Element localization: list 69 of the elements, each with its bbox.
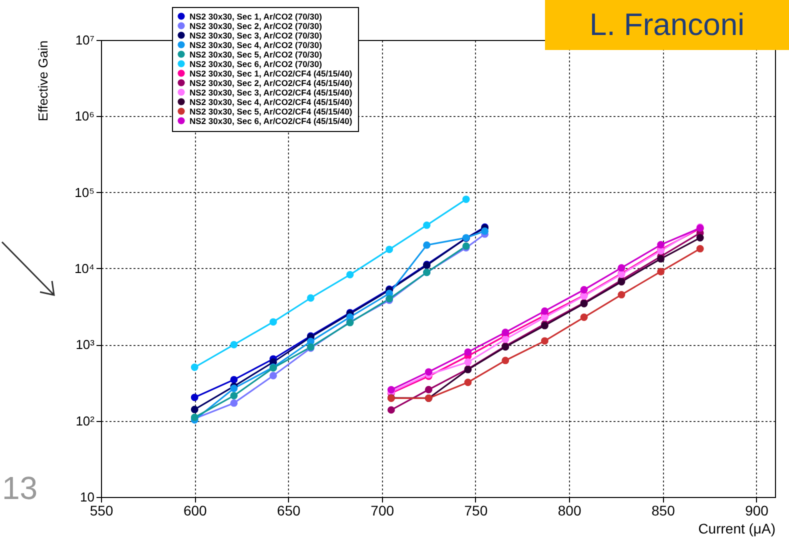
point xyxy=(657,255,664,263)
legend-label: NS2 30x30, Sec 2, Ar/CO2 (70/30) xyxy=(190,20,322,31)
point xyxy=(270,372,277,380)
x-tick-label: 700 xyxy=(370,502,394,518)
y-tick-label: 10² xyxy=(76,413,96,428)
legend-label: NS2 30x30, Sec 4, Ar/CO2/CF4 (45/15/40) xyxy=(190,96,352,107)
point xyxy=(541,337,548,345)
point xyxy=(464,378,472,386)
y-tick-label: 10⁶ xyxy=(74,108,94,124)
point xyxy=(387,406,395,414)
point xyxy=(230,376,238,384)
point xyxy=(502,328,510,336)
point xyxy=(190,406,198,414)
point xyxy=(386,246,394,254)
x-tick-label: 800 xyxy=(558,502,582,518)
y-tick-label: 10⁵ xyxy=(74,184,94,200)
point xyxy=(424,386,432,394)
point xyxy=(502,335,510,343)
point xyxy=(190,394,198,402)
x-tick-label: 650 xyxy=(277,502,301,518)
y-tick-label: 10⁷ xyxy=(75,32,95,48)
point xyxy=(424,368,432,376)
point xyxy=(462,196,470,204)
point xyxy=(423,222,430,229)
point xyxy=(230,384,238,392)
point xyxy=(657,241,664,248)
y-tick-label: 10 xyxy=(80,490,94,504)
legend-label: NS2 30x30, Sec 2, Ar/CO2/CF4 (45/15/40) xyxy=(190,78,352,88)
point xyxy=(190,364,198,371)
point xyxy=(481,227,489,235)
point xyxy=(618,290,626,298)
legend-label: NS2 30x30, Sec 3, Ar/CO2 (70/30) xyxy=(190,30,322,40)
x-tick-label: 850 xyxy=(651,502,676,518)
annotation: L. Franconi xyxy=(545,0,789,50)
legend-label: NS2 30x30, Sec 5, Ar/CO2/CF4 (45/15/40) xyxy=(190,106,352,116)
point xyxy=(306,294,314,302)
point xyxy=(423,241,430,249)
x-tick-label: 550 xyxy=(90,502,114,518)
legend-label: NS2 30x30, Sec 1, Ar/CO2 (70/30) xyxy=(190,11,322,22)
y-tick-label: 10⁴ xyxy=(74,261,94,276)
point xyxy=(346,270,354,278)
point xyxy=(230,392,238,400)
point xyxy=(230,399,238,407)
x-tick-label: 900 xyxy=(745,502,769,518)
point xyxy=(502,356,510,364)
x-axis-title: Current (μA) xyxy=(698,520,776,536)
point xyxy=(657,268,664,276)
point xyxy=(464,348,472,356)
point xyxy=(696,234,704,242)
point xyxy=(580,314,588,321)
legend-label: NS2 30x30, Sec 6, Ar/CO2/CF4 (45/15/40) xyxy=(190,116,352,126)
legend-label: NS2 30x30, Sec 5, Ar/CO2 (70/30) xyxy=(190,49,322,60)
y-axis-title: Effective Gain xyxy=(35,40,50,122)
point xyxy=(230,340,238,348)
point xyxy=(270,318,277,326)
x-tick-label: 600 xyxy=(183,502,208,518)
legend-label: NS2 30x30, Sec 4, Ar/CO2 (70/30) xyxy=(190,40,322,50)
point xyxy=(618,264,626,272)
point xyxy=(541,307,548,315)
legend-label: NS2 30x30, Sec 6, Ar/CO2 (70/30) xyxy=(190,58,322,69)
legend-label: NS2 30x30, Sec 1, Ar/CO2/CF4 (45/15/40) xyxy=(190,68,352,78)
legend-label: NS2 30x30, Sec 3, Ar/CO2/CF4 (45/15/40) xyxy=(190,87,352,98)
x-tick-label: 750 xyxy=(464,502,488,518)
y-tick-label: 10³ xyxy=(76,337,96,352)
point xyxy=(464,358,472,366)
text: 13 xyxy=(2,470,38,507)
point xyxy=(696,244,704,252)
point xyxy=(387,386,395,394)
point xyxy=(580,286,588,294)
